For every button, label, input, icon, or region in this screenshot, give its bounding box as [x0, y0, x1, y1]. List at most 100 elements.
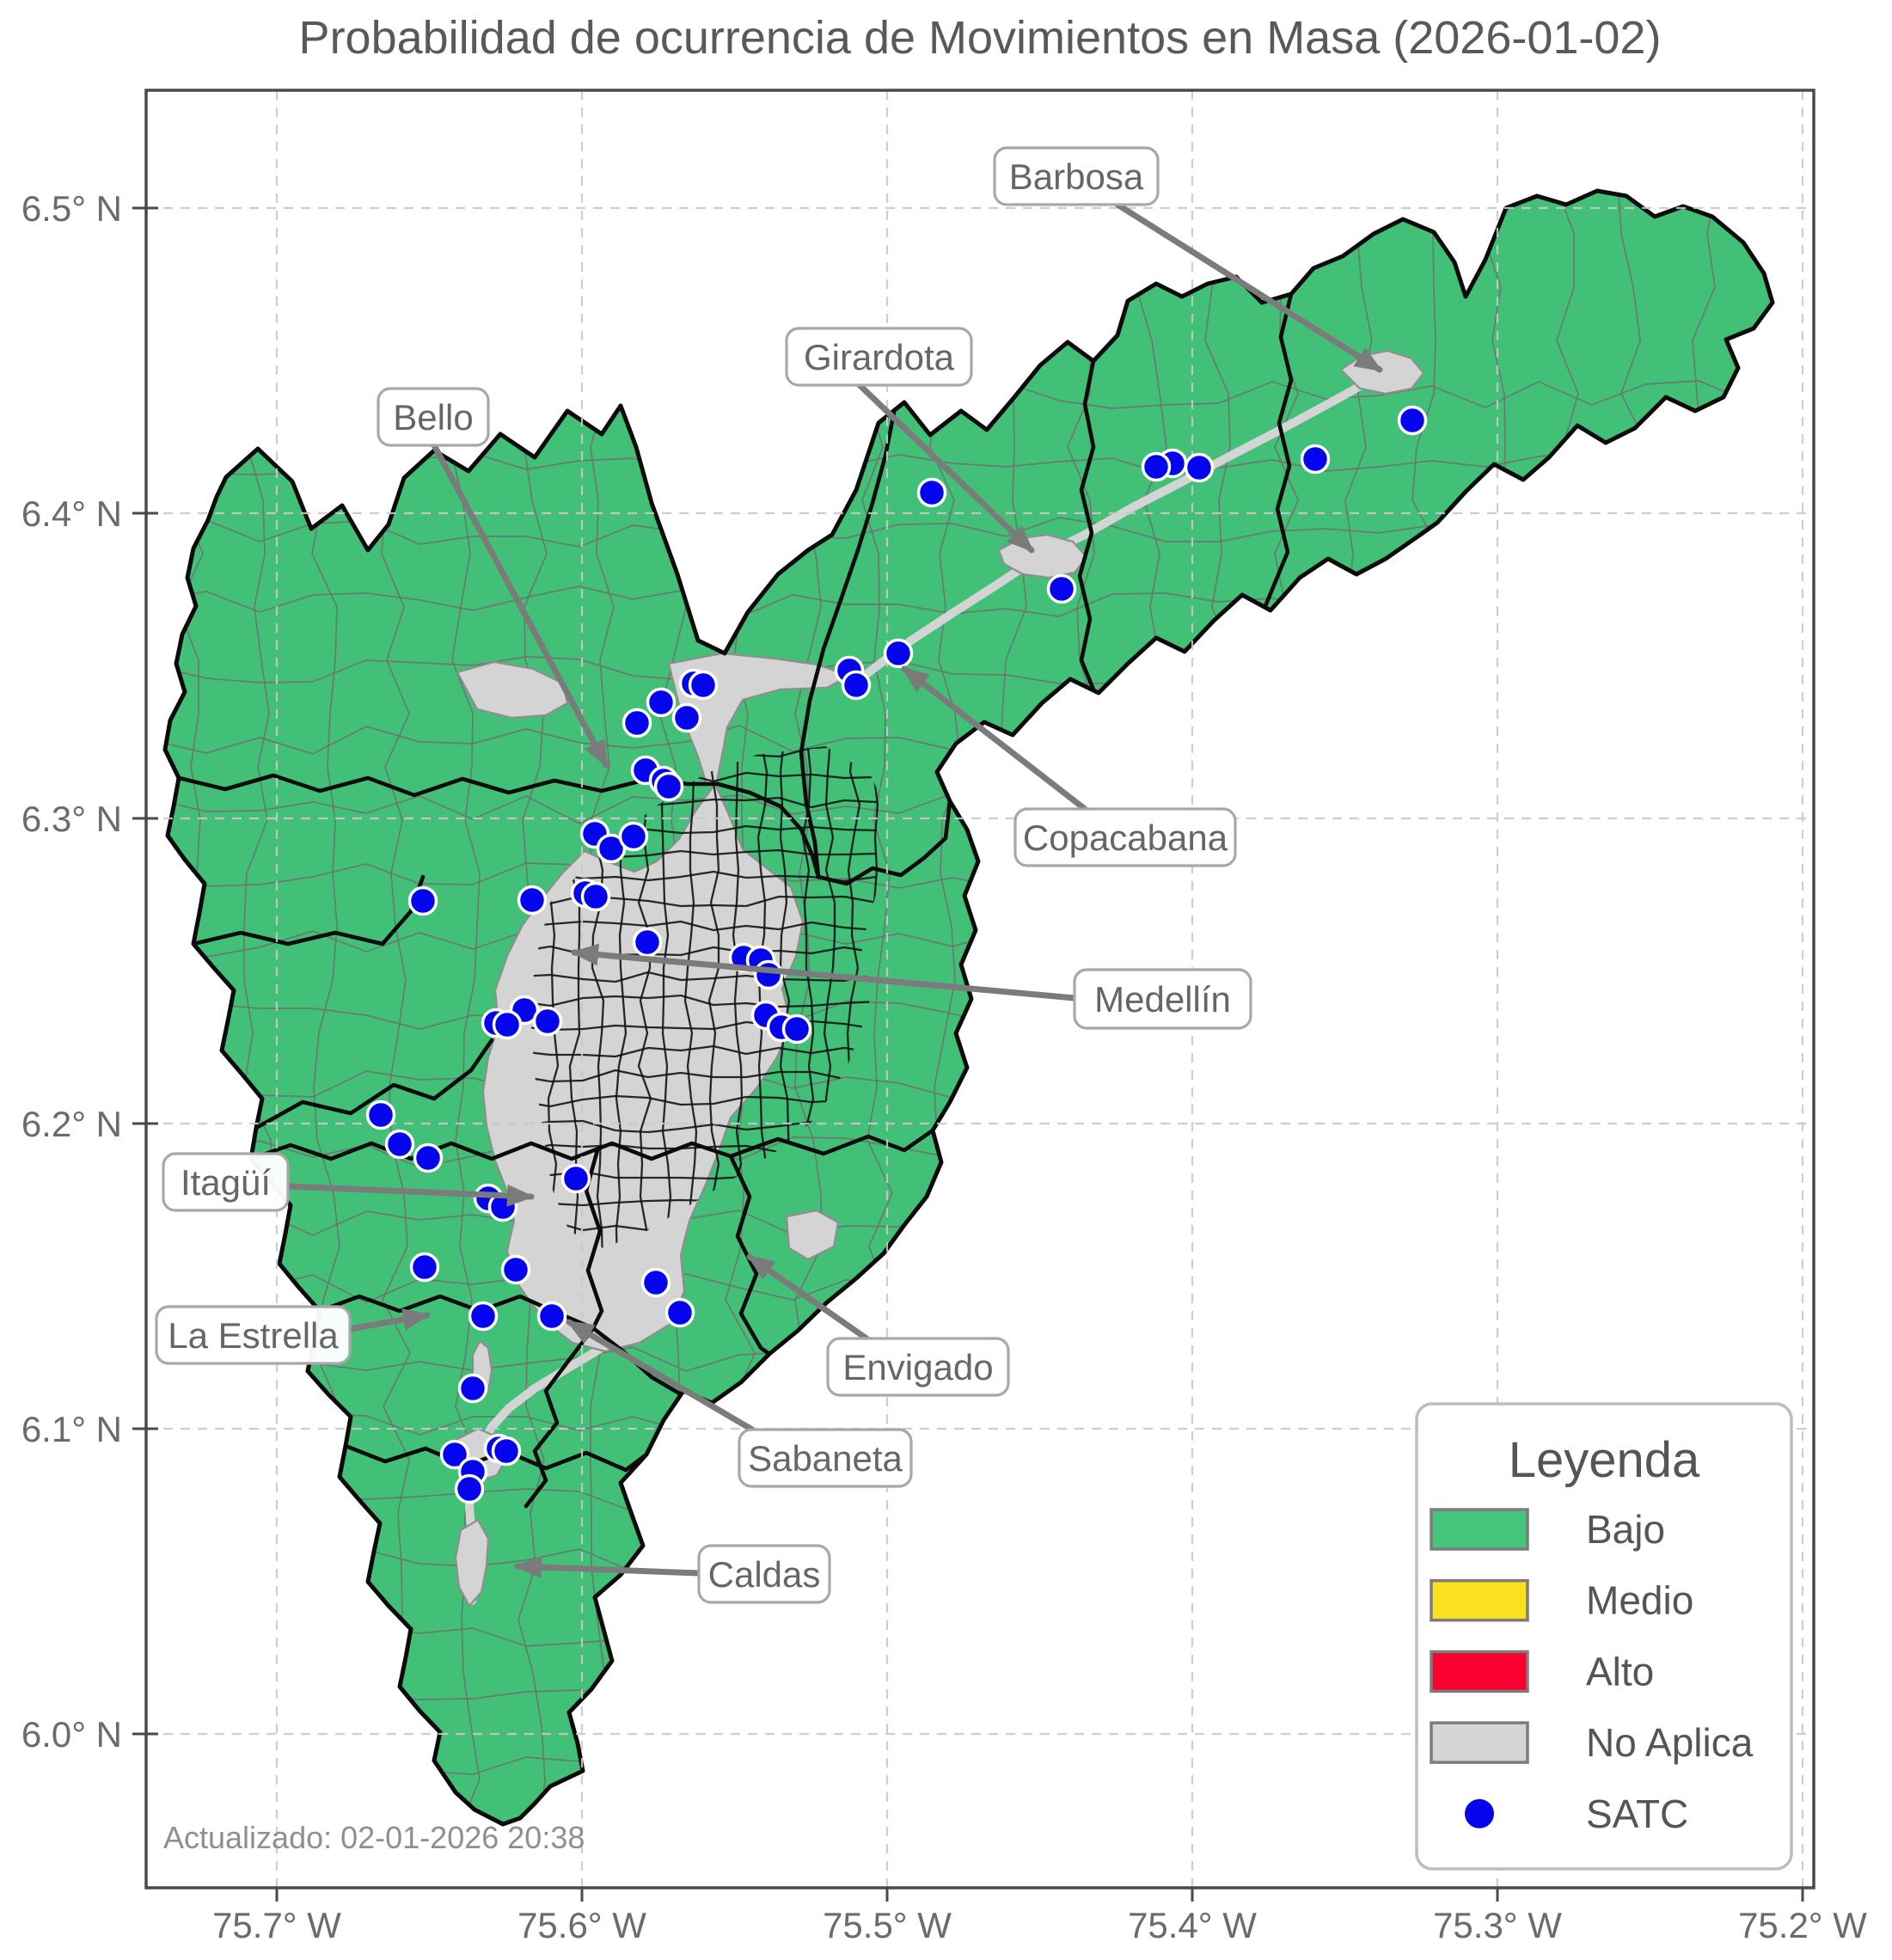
border-copacabana-girardota	[1077, 358, 1096, 692]
comuna-line	[660, 746, 672, 1248]
satc-station-dot	[653, 771, 684, 802]
satc-station-dot	[1184, 452, 1215, 483]
border-corregimiento-2	[191, 874, 426, 946]
urban-area-envigado-east	[785, 1209, 840, 1261]
comuna-line	[530, 920, 878, 932]
comuna-line	[707, 746, 720, 1248]
satc-station-dot	[407, 885, 438, 916]
border-medellin-copacabana	[816, 769, 952, 886]
lat-tick-label: 6.2° N	[21, 1104, 122, 1144]
satc-station-dot	[536, 1301, 567, 1332]
satc-station-dot	[621, 707, 652, 738]
lon-tick-label: 75.6° W	[517, 1905, 646, 1945]
border-girardota-barbosa	[1263, 291, 1294, 609]
callout-arrow-copacabana	[901, 665, 1088, 812]
satc-station-dot	[664, 1297, 695, 1328]
callout-label-copacabana: Copacabana	[1023, 818, 1228, 858]
city-callouts: Barbosa Girardota Bello Copacabana Medellín I…	[155, 146, 1383, 1604]
satc-station-dot	[500, 1254, 531, 1285]
comuna-line	[683, 746, 698, 1248]
satc-station-dot	[439, 1439, 470, 1470]
lon-tick-label: 75.2° W	[1738, 1905, 1867, 1945]
lon-tick-label: 75.4° W	[1128, 1905, 1257, 1945]
comuna-line	[530, 994, 878, 1008]
satc-station-dot	[916, 477, 947, 508]
legend-swatch-no-aplica	[1430, 1721, 1529, 1764]
callout-box-itagui	[162, 1152, 290, 1212]
satc-station-dot	[671, 702, 702, 733]
satc-station-dot	[454, 1473, 485, 1504]
callout-arrow-girardota	[856, 382, 1035, 554]
callout-label-la-estrella: La Estrella	[168, 1315, 339, 1356]
lon-tick-label: 75.7° W	[212, 1905, 341, 1945]
legend-item-label: Bajo	[1586, 1507, 1665, 1552]
legend-title: Leyenda	[1509, 1432, 1700, 1488]
plot-frame	[144, 89, 1815, 1890]
callout-label-sabaneta: Sabaneta	[748, 1438, 903, 1479]
callout-box-girardota	[785, 327, 973, 387]
legend-item-label: Alto	[1586, 1649, 1654, 1694]
urban-area-caldas	[454, 1518, 490, 1608]
satc-station-dot	[468, 1301, 499, 1332]
satc-station-dot	[491, 1436, 522, 1467]
legend-swatch-alto	[1430, 1650, 1529, 1694]
lat-tick-label: 6.5° N	[21, 188, 122, 229]
callout-box-bello	[377, 387, 490, 447]
legend: Leyenda Bajo Medio Alto No Aplica SATC	[1415, 1402, 1793, 1871]
satc-station-dot	[883, 638, 914, 669]
callout-box-envigado	[826, 1337, 1010, 1397]
river-corridor-north	[855, 372, 1380, 683]
callout-label-envigado: Envigado	[842, 1347, 993, 1387]
satc-station-dot	[1397, 405, 1428, 436]
satc-station-dot	[781, 1014, 812, 1044]
callout-arrow-envigado	[746, 1253, 870, 1342]
callout-label-girardota: Girardota	[804, 337, 955, 377]
satc-station-dot	[632, 927, 663, 958]
axes: 75.7° W 75.6° W 75.5° W 75.4° W 75.3° W 75.2°…	[21, 188, 1867, 1945]
legend-item-label: No Aplica	[1586, 1720, 1754, 1765]
border-bello-copacabana	[799, 410, 897, 879]
satc-station-dot	[532, 1006, 563, 1037]
callout-box-caldas	[697, 1544, 831, 1604]
callout-label-barbosa: Barbosa	[1009, 156, 1144, 197]
satc-station-dot	[753, 959, 784, 990]
satc-station-dot	[413, 1142, 444, 1173]
callout-label-caldas: Caldas	[708, 1554, 821, 1595]
satc-station-dot	[640, 1267, 671, 1298]
satc-station-dot	[517, 885, 548, 916]
comuna-line	[530, 1094, 878, 1108]
callout-arrow-medellin	[571, 943, 1078, 1001]
comuna-line	[530, 1020, 878, 1032]
satc-station-dot	[409, 1252, 440, 1283]
callout-arrow-caldas	[514, 1556, 702, 1579]
comuna-line	[530, 1069, 878, 1083]
legend-swatch-medio	[1430, 1578, 1529, 1622]
comuna-line	[530, 1044, 878, 1058]
satc-station-dot	[596, 833, 627, 864]
callout-box-sabaneta	[738, 1428, 913, 1488]
callout-box-la-estrella	[155, 1305, 352, 1365]
satc-stations	[365, 405, 1428, 1504]
callout-label-itagui: Itagüí	[181, 1162, 271, 1203]
map-title: Probabilidad de ocurrencia de Movimiento…	[299, 12, 1662, 64]
satc-station-dot	[841, 670, 872, 701]
callout-label-medellin: Medellín	[1094, 979, 1231, 1020]
callout-arrow-la-estrella	[346, 1308, 431, 1332]
border-corregimiento-1	[254, 1038, 494, 1130]
satc-station-dot	[646, 687, 677, 718]
satc-station-dot	[1141, 451, 1172, 482]
satc-station-dot	[580, 881, 611, 912]
callout-box-barbosa	[993, 146, 1160, 206]
legend-item-label: SATC	[1586, 1792, 1688, 1836]
legend-swatch-bajo	[1430, 1508, 1529, 1551]
urban-patch-west-bello	[456, 660, 569, 720]
satc-station-dot	[560, 1163, 591, 1194]
border-medellin-envigado	[728, 1128, 935, 1159]
satc-station-dot	[1300, 444, 1331, 475]
satc-station-dot	[688, 670, 719, 701]
callout-arrow-bello	[431, 442, 609, 769]
updated-timestamp: Actualizado: 02-01-2026 20:38	[163, 1820, 585, 1855]
satc-station-dot	[1046, 573, 1077, 604]
border-bello-medellin	[176, 773, 821, 879]
